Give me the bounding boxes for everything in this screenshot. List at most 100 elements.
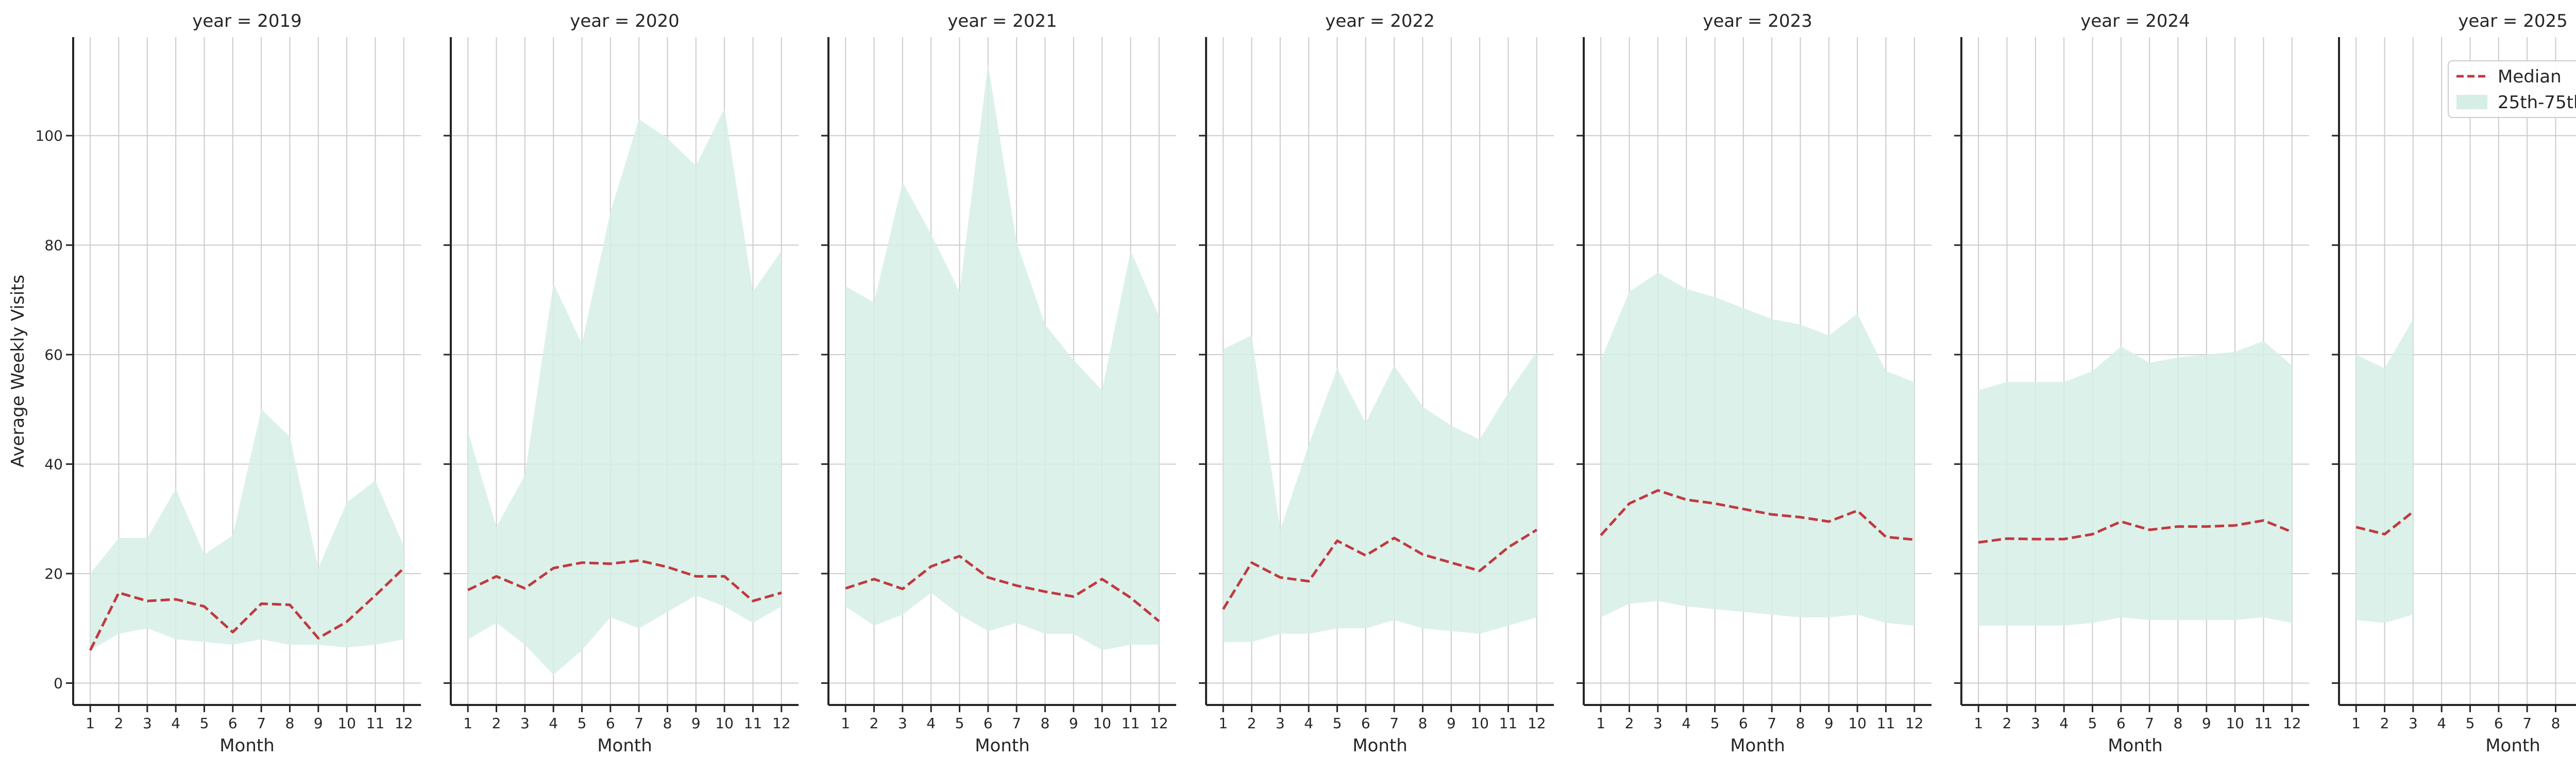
x-tick-label: 4 — [1682, 715, 1691, 732]
x-tick-label: 11 — [1122, 715, 1140, 732]
facet-title: year = 2020 — [570, 11, 679, 31]
x-tick-label: 2 — [870, 715, 879, 732]
x-tick-label: 5 — [2466, 715, 2475, 732]
x-tick-label: 3 — [1276, 715, 1285, 732]
facet-title: year = 2022 — [1325, 11, 1434, 31]
x-tick-label: 2 — [1625, 715, 1634, 732]
x-tick-label: 4 — [2437, 715, 2446, 732]
x-tick-label: 9 — [691, 715, 701, 732]
x-tick-label: 9 — [314, 715, 323, 732]
x-tick-label: 4 — [1304, 715, 1313, 732]
percentile-band — [845, 64, 1159, 650]
x-tick-label: 8 — [1041, 715, 1050, 732]
x-tick-label: 8 — [663, 715, 672, 732]
x-tick-label: 9 — [1824, 715, 1834, 732]
x-tick-label: 3 — [520, 715, 530, 732]
x-axis-label: Month — [1730, 735, 1785, 756]
x-tick-label: 12 — [1528, 715, 1546, 732]
x-axis-label: Month — [219, 735, 275, 756]
x-tick-label: 11 — [744, 715, 762, 732]
x-tick-label: 11 — [2255, 715, 2273, 732]
x-tick-label: 2 — [114, 715, 124, 732]
x-tick-label: 10 — [2226, 715, 2244, 732]
x-tick-label: 10 — [1093, 715, 1111, 732]
x-tick-label: 6 — [606, 715, 615, 732]
x-tick-label: 1 — [1218, 715, 1228, 732]
x-tick-label: 6 — [984, 715, 993, 732]
x-tick-label: 6 — [2494, 715, 2503, 732]
x-tick-label: 6 — [228, 715, 238, 732]
x-tick-label: 11 — [1499, 715, 1518, 732]
y-tick-label: 60 — [44, 346, 63, 363]
x-tick-label: 7 — [2145, 715, 2154, 732]
x-tick-label: 8 — [1418, 715, 1428, 732]
percentile-band — [2356, 319, 2413, 623]
x-tick-label: 7 — [1012, 715, 1021, 732]
x-tick-label: 10 — [1470, 715, 1489, 732]
x-tick-label: 7 — [2522, 715, 2532, 732]
x-axis-label: Month — [2108, 735, 2163, 756]
x-tick-label: 3 — [898, 715, 907, 732]
legend-band-label: 25th-75th Percentile — [2498, 92, 2576, 113]
x-tick-label: 5 — [200, 715, 209, 732]
x-tick-label: 10 — [337, 715, 356, 732]
x-tick-label: 8 — [2174, 715, 2183, 732]
x-tick-label: 12 — [2283, 715, 2301, 732]
x-tick-label: 5 — [955, 715, 964, 732]
percentile-band — [1601, 272, 1914, 626]
facet-title: year = 2019 — [192, 11, 301, 31]
legend-median-label: Median — [2498, 66, 2562, 87]
x-tick-label: 9 — [2202, 715, 2211, 732]
legend-band-swatch — [2456, 95, 2487, 109]
x-tick-label: 1 — [1974, 715, 1983, 732]
x-tick-label: 1 — [2351, 715, 2361, 732]
x-tick-label: 4 — [2059, 715, 2069, 732]
y-axis-label: Average Weekly Visits — [8, 275, 28, 467]
x-tick-label: 1 — [841, 715, 850, 732]
x-tick-label: 8 — [1796, 715, 1805, 732]
x-tick-label: 12 — [1905, 715, 1924, 732]
x-tick-label: 9 — [1447, 715, 1456, 732]
x-tick-label: 10 — [1848, 715, 1867, 732]
x-tick-label: 4 — [549, 715, 558, 732]
x-tick-label: 12 — [395, 715, 413, 732]
x-tick-label: 4 — [171, 715, 180, 732]
x-tick-label: 7 — [1389, 715, 1399, 732]
x-tick-label: 3 — [143, 715, 152, 732]
legend: Median 25th-75th Percentile — [2448, 60, 2576, 118]
x-tick-label: 7 — [1767, 715, 1776, 732]
facet-title: year = 2023 — [1703, 11, 1812, 31]
percentile-band — [468, 108, 782, 675]
x-axis-label: Month — [975, 735, 1030, 756]
x-tick-label: 7 — [634, 715, 643, 732]
median-line — [89, 567, 405, 651]
x-tick-label: 1 — [1596, 715, 1605, 732]
x-tick-label: 2 — [2003, 715, 2012, 732]
x-tick-label: 1 — [86, 715, 95, 732]
y-tick-label: 80 — [44, 237, 63, 254]
x-axis-label: Month — [2485, 735, 2540, 756]
x-tick-label: 4 — [926, 715, 936, 732]
x-tick-label: 3 — [2409, 715, 2418, 732]
median-line — [467, 559, 782, 602]
median-line — [1222, 528, 1538, 610]
x-tick-label: 2 — [492, 715, 501, 732]
facet-title: year = 2021 — [947, 11, 1057, 31]
x-tick-label: 1 — [463, 715, 472, 732]
x-tick-label: 5 — [1333, 715, 1342, 732]
y-tick-label: 20 — [44, 565, 63, 582]
x-tick-label: 8 — [285, 715, 295, 732]
x-tick-label: 6 — [1739, 715, 1748, 732]
x-tick-label: 12 — [1150, 715, 1168, 732]
x-tick-label: 2 — [2380, 715, 2389, 732]
x-tick-label: 7 — [257, 715, 266, 732]
x-tick-label: 5 — [1710, 715, 1720, 732]
x-tick-label: 6 — [2116, 715, 2126, 732]
x-tick-label: 5 — [2088, 715, 2097, 732]
x-tick-label: 8 — [2551, 715, 2561, 732]
